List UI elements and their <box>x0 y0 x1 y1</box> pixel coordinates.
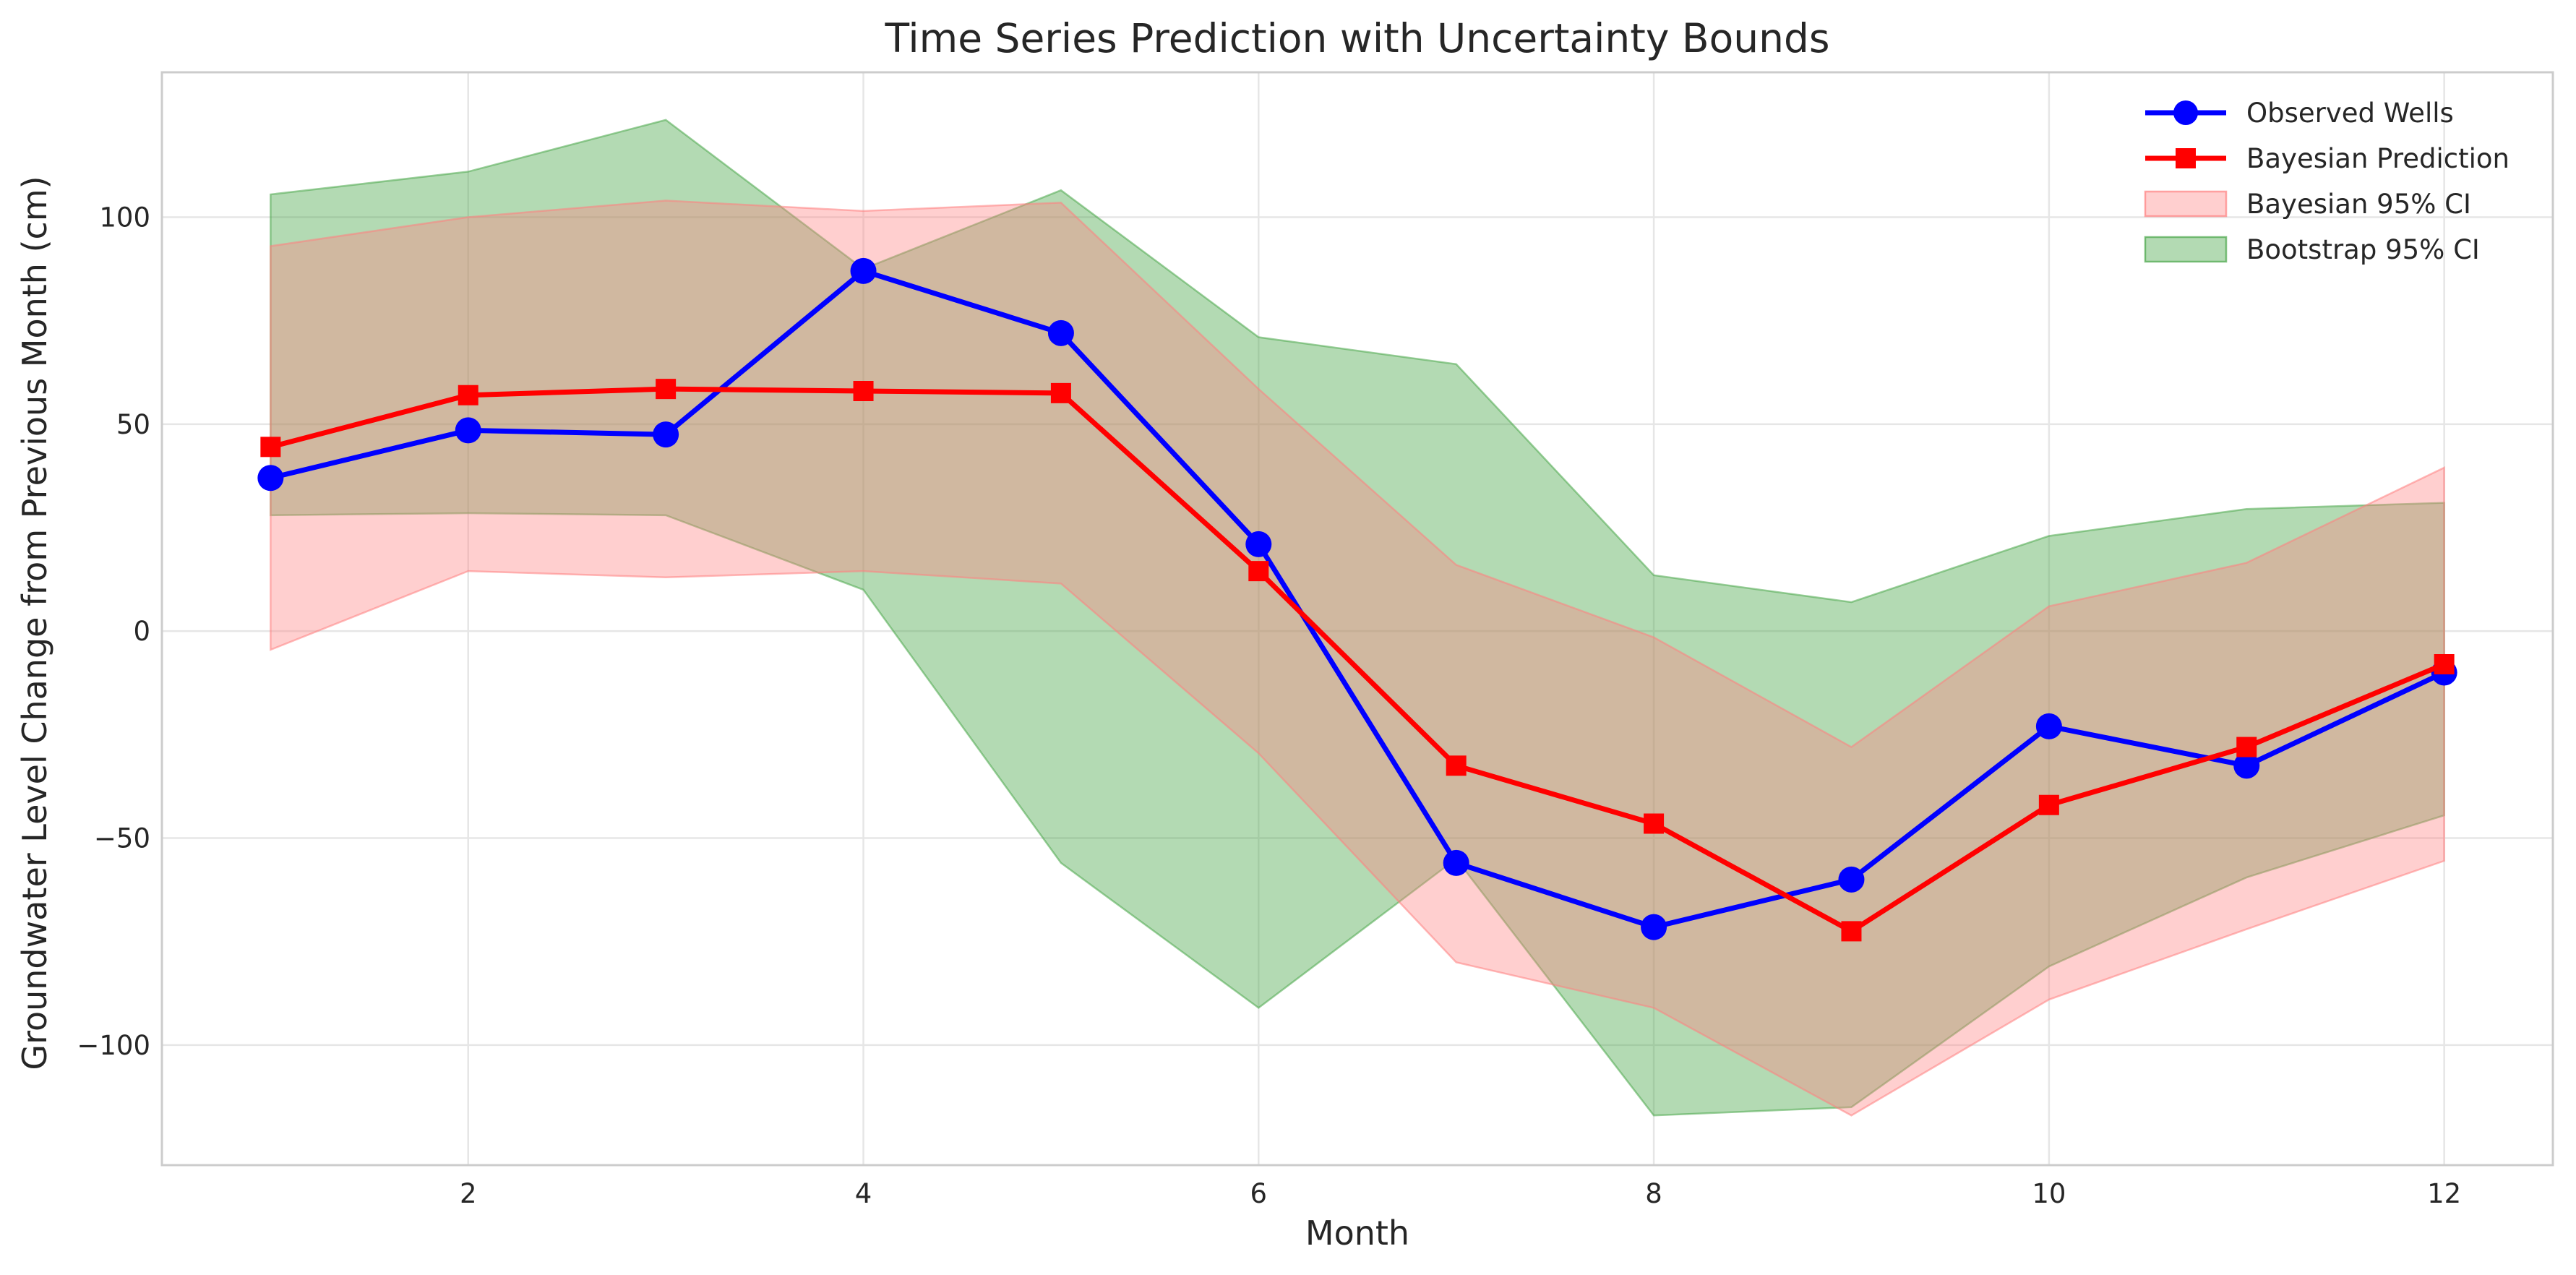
data-point <box>1641 914 1667 940</box>
data-point <box>455 417 481 444</box>
data-point <box>1443 849 1469 876</box>
data-point <box>1047 319 1074 346</box>
y-tick-label: −100 <box>77 1030 150 1061</box>
x-tick-label: 4 <box>855 1178 872 1209</box>
data-point <box>2434 654 2455 674</box>
data-point <box>653 421 679 448</box>
data-point <box>1644 813 1665 834</box>
data-point <box>2035 713 2062 739</box>
plot-background <box>162 72 2553 1165</box>
x-tick-label: 2 <box>460 1178 477 1209</box>
chart-title: Time Series Prediction with Uncertainty … <box>884 15 1829 61</box>
x-tick-label: 8 <box>1645 1178 1662 1209</box>
x-axis-title: Month <box>1305 1214 1409 1253</box>
data-point <box>1838 866 1865 893</box>
legend: Observed Wells Bayesian Prediction Bayesia… <box>2144 98 2510 265</box>
legend-label: Observed Wells <box>2246 98 2454 129</box>
legend-marker <box>2173 100 2198 125</box>
y-axis-title: Groundwater Level Change from Previous M… <box>15 176 54 1070</box>
y-tick-label: 50 <box>116 409 150 440</box>
series-line-observed <box>270 268 2446 930</box>
legend-swatch <box>2144 190 2228 218</box>
x-tick-label: 6 <box>1250 1178 1268 1209</box>
data-point <box>853 381 874 401</box>
x-tick-label: 12 <box>2427 1178 2461 1209</box>
data-point <box>2233 752 2260 779</box>
data-point <box>1245 531 1272 557</box>
data-point <box>1446 755 1467 776</box>
data-point <box>2038 794 2059 815</box>
y-tick-label: −50 <box>94 823 150 854</box>
data-point <box>656 379 677 400</box>
data-point <box>2236 737 2257 757</box>
confidence-band-bayesian <box>270 199 2445 1117</box>
legend-label: Bootstrap 95% CI <box>2246 234 2480 265</box>
data-point <box>260 437 281 458</box>
data-point <box>458 385 478 405</box>
data-point <box>1841 921 1862 942</box>
plot-frame <box>160 71 2554 1167</box>
data-point <box>850 257 877 284</box>
legend-label: Bayesian Prediction <box>2246 143 2510 174</box>
data-point <box>1050 382 1071 403</box>
x-tick-label: 10 <box>2032 1178 2066 1209</box>
data-point <box>257 465 284 491</box>
legend-marker <box>2176 148 2196 168</box>
data-point <box>1248 561 1269 582</box>
y-tick-label: 100 <box>99 202 150 233</box>
plot-area: 2 4 6 8 10 12 −100 −50 0 50 100 <box>77 71 2554 1209</box>
y-tick-label: 0 <box>133 616 150 647</box>
series-line-bayesian <box>270 386 2445 934</box>
legend-label: Bayesian 95% CI <box>2246 189 2471 220</box>
legend-swatch <box>2144 236 2228 263</box>
